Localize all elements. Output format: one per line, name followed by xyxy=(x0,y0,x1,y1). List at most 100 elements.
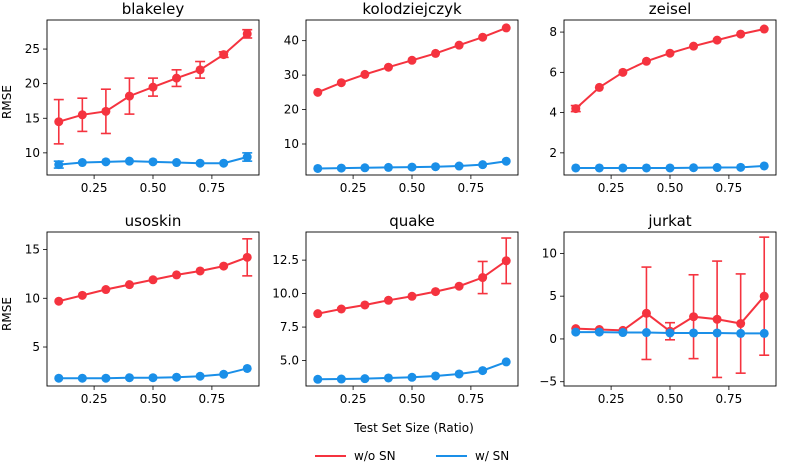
data-point-w-sn xyxy=(148,373,158,383)
data-point-w-sn xyxy=(431,162,441,172)
y-tick-label: −5 xyxy=(539,375,557,389)
data-point-wo-sn xyxy=(759,24,769,34)
y-tick-label: 5.0 xyxy=(280,354,299,368)
data-point-wo-sn xyxy=(148,275,158,285)
data-point-wo-sn xyxy=(689,312,699,322)
data-point-w-sn xyxy=(313,163,323,173)
x-axis-label: Test Set Size (Ratio) xyxy=(353,421,474,435)
y-tick-label: 0 xyxy=(549,332,557,346)
data-point-w-sn xyxy=(618,328,628,338)
y-tick-label: 2 xyxy=(549,146,557,160)
y-tick-label: 6 xyxy=(549,65,557,79)
data-point-wo-sn xyxy=(336,78,346,88)
data-point-w-sn xyxy=(501,357,511,367)
y-tick-label: 15 xyxy=(25,243,40,257)
y-tick-label: 30 xyxy=(284,68,299,82)
data-point-wo-sn xyxy=(172,73,182,83)
data-point-w-sn xyxy=(618,163,628,173)
data-point-wo-sn xyxy=(219,261,229,271)
data-point-w-sn xyxy=(501,156,511,166)
data-point-w-sn xyxy=(759,161,769,171)
data-point-wo-sn xyxy=(101,106,111,116)
subplot-title: usoskin xyxy=(125,212,182,230)
data-point-w-sn xyxy=(148,157,158,167)
subplot-title: quake xyxy=(389,212,435,230)
data-point-wo-sn xyxy=(407,55,417,65)
data-point-wo-sn xyxy=(195,266,205,276)
data-point-w-sn xyxy=(407,162,417,172)
data-point-w-sn xyxy=(407,372,417,382)
data-point-w-sn xyxy=(454,161,464,171)
data-point-wo-sn xyxy=(124,280,134,290)
subplot-title: jurkat xyxy=(647,212,691,230)
data-point-w-sn xyxy=(54,373,64,383)
data-point-w-sn xyxy=(736,162,746,172)
x-tick-label: 0.75 xyxy=(199,392,226,406)
data-point-w-sn xyxy=(195,158,205,168)
data-point-wo-sn xyxy=(148,82,158,92)
axes-frame xyxy=(563,19,777,176)
data-point-w-sn xyxy=(478,160,488,170)
subplot-jurkat: jurkat 0.25 0.50 0.75 −5 0 5 10 xyxy=(539,212,777,406)
data-point-w-sn xyxy=(54,160,64,170)
x-tick-label: 0.50 xyxy=(140,392,167,406)
x-tick-label: 0.25 xyxy=(598,181,625,195)
axes-frame xyxy=(46,19,260,176)
data-point-w-sn xyxy=(431,371,441,381)
data-point-wo-sn xyxy=(313,309,323,319)
y-axis-label-bottom: RMSE xyxy=(0,297,14,331)
data-point-wo-sn xyxy=(407,291,417,301)
data-point-w-sn xyxy=(336,163,346,173)
data-point-wo-sn xyxy=(689,41,699,51)
x-tick-label: 0.25 xyxy=(340,181,367,195)
data-point-w-sn xyxy=(665,163,675,173)
y-tick-label: 10 xyxy=(25,291,40,305)
data-point-wo-sn xyxy=(242,29,252,39)
y-tick-label: 10 xyxy=(542,246,557,260)
data-point-wo-sn xyxy=(431,48,441,58)
subplot-quake: quake 0.25 0.50 0.75 5.0 7.5 10.0 12.5 xyxy=(272,212,519,406)
data-point-wo-sn xyxy=(431,287,441,297)
axes-frame xyxy=(46,231,260,387)
x-tick-label: 0.25 xyxy=(598,392,625,406)
data-point-wo-sn xyxy=(172,270,182,280)
x-tick-label: 0.50 xyxy=(657,181,684,195)
x-tick-label: 0.75 xyxy=(458,181,485,195)
data-point-wo-sn xyxy=(759,291,769,301)
data-point-w-sn xyxy=(383,162,393,172)
subplot-kolodziejczyk: kolodziejczyk 0.25 0.50 0.75 10 20 30 40 xyxy=(284,0,519,195)
legend-label-wo-sn: w/o SN xyxy=(354,449,396,463)
data-point-w-sn xyxy=(594,163,604,173)
data-point-w-sn xyxy=(736,328,746,338)
y-tick-label: 12.5 xyxy=(272,253,299,267)
data-point-wo-sn xyxy=(124,91,134,101)
subplot-title: kolodziejczyk xyxy=(362,0,462,18)
legend: w/o SN w/ SN xyxy=(315,449,509,463)
y-tick-label: 10 xyxy=(284,137,299,151)
data-point-w-sn xyxy=(360,374,370,384)
data-point-wo-sn xyxy=(360,69,370,79)
data-point-wo-sn xyxy=(571,104,581,114)
axes-frame xyxy=(563,231,777,387)
data-point-wo-sn xyxy=(195,65,205,75)
data-point-wo-sn xyxy=(219,50,229,60)
data-point-w-sn xyxy=(124,156,134,166)
data-point-w-sn xyxy=(712,163,722,173)
data-point-wo-sn xyxy=(641,308,651,318)
x-tick-label: 0.75 xyxy=(458,392,485,406)
data-point-wo-sn xyxy=(736,319,746,329)
data-point-w-sn xyxy=(360,163,370,173)
data-point-w-sn xyxy=(172,372,182,382)
x-tick-label: 0.50 xyxy=(399,392,426,406)
data-point-w-sn xyxy=(219,369,229,379)
data-point-wo-sn xyxy=(454,40,464,50)
data-point-w-sn xyxy=(242,152,252,162)
subplot-zeisel: zeisel 0.25 0.50 0.75 2 4 6 8 xyxy=(549,0,777,195)
data-point-wo-sn xyxy=(383,62,393,72)
data-point-wo-sn xyxy=(383,295,393,305)
y-tick-label: 10.0 xyxy=(272,287,299,301)
data-point-w-sn xyxy=(172,158,182,168)
data-point-w-sn xyxy=(571,327,581,337)
y-tick-label: 20 xyxy=(284,103,299,117)
